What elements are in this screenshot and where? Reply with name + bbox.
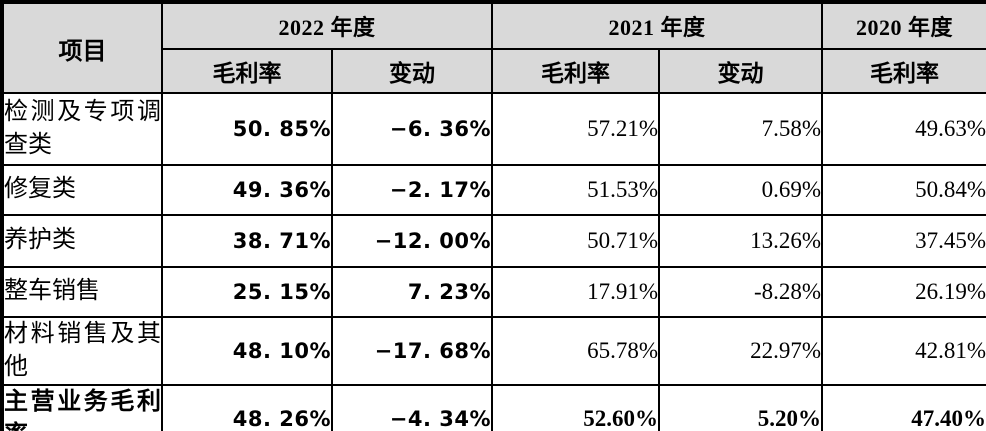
header-2022-change: 变动 xyxy=(330,48,494,94)
cell-2020-margin: 47.40% xyxy=(821,384,986,431)
row-label: 主营业务毛利率 xyxy=(1,384,163,431)
cell-2022-change: −2. 17% xyxy=(330,164,494,216)
cell-2022-margin: 48. 10% xyxy=(161,315,333,387)
cell-2021-change: 5.20% xyxy=(658,384,824,431)
cell-2021-margin: 57.21% xyxy=(491,92,661,166)
cell-2022-margin: 38. 71% xyxy=(161,214,333,268)
table-row: 养护类 38. 71% −12. 00% 50.71% 13.26% 37.45… xyxy=(1,214,986,268)
table-row: 检测及专项调查类 50. 85% −6. 36% 57.21% 7.58% 49… xyxy=(1,92,986,166)
cell-2021-change: 0.69% xyxy=(658,164,824,216)
cell-2020-margin: 49.63% xyxy=(821,92,986,166)
cell-2021-change: 7.58% xyxy=(658,92,824,166)
table-row: 材料销售及其他 48. 10% −17. 68% 65.78% 22.97% 4… xyxy=(1,315,986,387)
cell-2022-change: −17. 68% xyxy=(330,315,494,387)
cell-2021-margin: 51.53% xyxy=(491,164,661,216)
table-row: 修复类 49. 36% −2. 17% 51.53% 0.69% 50.84% xyxy=(1,164,986,216)
header-year-2022: 2022 年度 xyxy=(160,1,494,50)
row-label: 修复类 xyxy=(1,164,163,216)
row-label: 材料销售及其他 xyxy=(1,315,163,387)
table-row: 整车销售 25. 15% 7. 23% 17.91% -8.28% 26.19% xyxy=(1,266,986,318)
header-2021-change: 变动 xyxy=(658,48,824,94)
header-row-years: 项目 2022 年度 2021 年度 2020 年度 xyxy=(1,1,986,94)
cell-2021-margin: 52.60% xyxy=(491,384,661,431)
cell-2021-change: 13.26% xyxy=(658,214,824,268)
cell-2021-change: -8.28% xyxy=(658,266,824,318)
cell-2022-change: −12. 00% xyxy=(330,214,494,268)
cell-2022-margin: 49. 36% xyxy=(161,164,333,216)
cell-2020-margin: 26.19% xyxy=(821,266,986,318)
cell-2022-change: −6. 36% xyxy=(330,92,494,166)
header-2022-margin: 毛利率 xyxy=(161,48,333,94)
header-year-2021: 2021 年度 xyxy=(491,1,824,50)
cell-2022-change: −4. 34% xyxy=(330,384,494,431)
cell-2021-margin: 50.71% xyxy=(491,214,661,268)
cell-2021-margin: 17.91% xyxy=(491,266,661,318)
cell-2020-margin: 50.84% xyxy=(821,164,986,216)
header-row-subcolumns: 毛利率 变动 毛利率 变动 毛利率 xyxy=(2,48,986,94)
row-label: 整车销售 xyxy=(1,266,163,318)
table-row-total: 主营业务毛利率 48. 26% −4. 34% 52.60% 5.20% 47.… xyxy=(1,384,986,431)
cell-2022-margin: 50. 85% xyxy=(161,92,333,166)
cell-2022-margin: 48. 26% xyxy=(161,384,333,431)
header-item: 项目 xyxy=(1,1,163,94)
cell-2021-change: 22.97% xyxy=(658,315,824,387)
cell-2020-margin: 37.45% xyxy=(821,214,986,268)
row-label: 养护类 xyxy=(1,214,163,268)
cell-2020-margin: 42.81% xyxy=(821,315,986,387)
cell-2022-change: 7. 23% xyxy=(330,266,494,318)
header-year-2020: 2020 年度 xyxy=(821,1,986,50)
header-2020-margin: 毛利率 xyxy=(821,48,986,94)
row-label: 检测及专项调查类 xyxy=(1,92,163,166)
cell-2021-margin: 65.78% xyxy=(491,315,661,387)
cell-2022-margin: 25. 15% xyxy=(161,266,333,318)
header-2021-margin: 毛利率 xyxy=(491,48,661,94)
